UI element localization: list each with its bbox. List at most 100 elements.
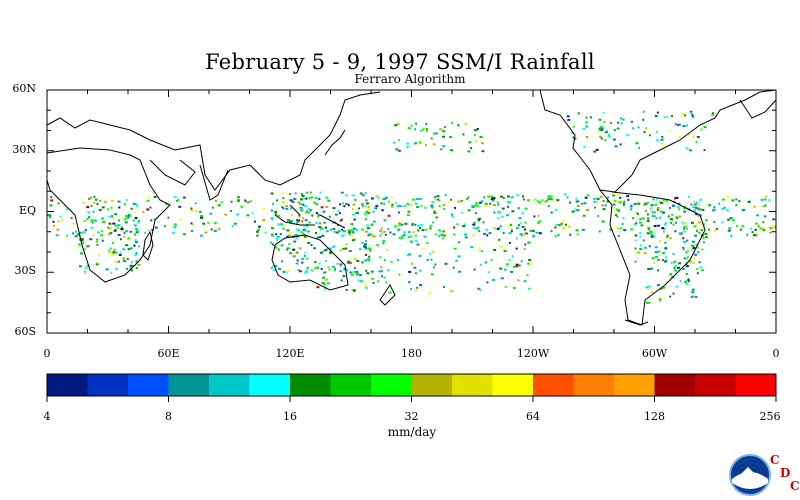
rain-pixel [493,204,496,207]
rain-pixel [673,206,677,209]
rain-pixel [135,227,138,230]
rain-pixel [729,217,733,219]
lat-label: 30S [14,264,36,278]
rain-pixel [213,221,217,224]
rain-pixel [50,196,53,198]
rain-pixel [684,114,687,117]
rain-pixel [50,199,54,202]
rain-pixel [178,205,182,208]
rain-pixel [380,202,383,205]
rain-pixel [686,239,689,242]
rain-pixel [669,295,672,298]
colorbar-swatch [371,374,412,396]
rain-pixel [612,203,616,206]
colorbar-swatch [330,374,372,396]
rain-pixel [355,270,359,273]
rain-pixel [79,265,82,268]
rain-pixel [360,228,364,231]
rain-pixel [762,221,765,224]
rain-pixel [330,228,332,231]
rain-pixel [77,245,81,248]
rain-pixel [112,251,116,254]
rain-pixel [282,207,285,210]
rain-pixel [294,197,297,200]
rain-pixel [476,204,480,207]
rain-pixel [270,192,274,195]
rain-pixel [681,221,684,224]
rain-pixel [293,255,296,258]
rain-pixel [447,201,450,204]
rain-pixel [499,225,502,227]
rain-pixel [125,199,128,201]
rain-pixel [146,199,150,202]
lon-label: 180 [401,347,422,360]
rain-pixel [306,191,309,194]
rain-pixel [304,254,306,257]
rain-pixel [319,222,322,225]
rain-pixel [410,288,412,291]
rain-pixel [214,199,218,202]
rain-pixel [417,229,420,232]
rain-pixel [665,199,669,202]
rain-pixel [108,222,112,225]
rain-pixel [435,216,439,219]
rain-pixel [674,265,677,268]
rain-pixel [506,195,510,198]
rain-pixel [647,302,651,304]
rain-pixel [233,222,237,225]
rain-pixel [315,203,319,206]
rain-pixel [557,234,560,236]
rain-pixel [517,224,520,227]
rain-pixel [149,206,152,209]
rain-pixel [451,215,455,218]
rain-pixel [432,221,435,224]
rain-pixel [524,221,527,224]
rain-pixel [396,258,399,261]
rain-pixel [182,196,186,199]
lon-label: 120E [275,347,305,360]
rain-pixel [66,208,68,211]
rain-pixel [536,200,539,203]
rain-pixel [415,122,417,125]
rain-pixel [444,194,447,197]
rain-pixel [120,230,124,232]
rain-pixel [500,277,504,280]
rain-pixel [694,234,697,237]
rain-pixel [602,111,605,114]
rain-pixel [364,286,368,289]
rain-pixel [576,205,580,207]
rain-pixel [582,214,586,217]
rain-pixel [354,198,357,201]
rain-pixel [351,208,354,210]
rain-pixel [554,208,558,211]
lon-label: 120W [516,347,550,360]
rain-pixel [597,215,600,218]
rain-pixel [656,208,659,211]
rain-pixel [522,195,525,198]
rain-pixel [527,262,530,265]
rain-pixel [697,251,700,254]
rain-pixel [648,245,651,248]
rain-pixel [306,268,309,271]
rain-pixel [364,205,367,208]
rain-pixel [116,226,119,229]
rain-pixel [658,254,662,257]
rain-pixel [690,113,693,116]
rain-pixel [328,215,331,218]
rain-pixel [408,281,411,284]
rain-pixel [491,195,494,198]
rain-pixel [173,223,177,226]
rain-pixel [488,232,492,235]
rain-pixel [285,248,288,251]
rain-pixel [351,194,355,197]
rain-pixel [285,205,289,207]
rain-pixel [93,195,96,198]
rain-pixel [66,234,69,237]
rain-pixel [544,200,548,203]
rain-pixel [613,199,616,202]
rain-pixel [585,116,588,119]
rain-pixel [398,224,401,227]
rain-pixel [654,115,658,118]
rain-pixel [657,269,660,272]
rain-pixel [86,264,90,267]
